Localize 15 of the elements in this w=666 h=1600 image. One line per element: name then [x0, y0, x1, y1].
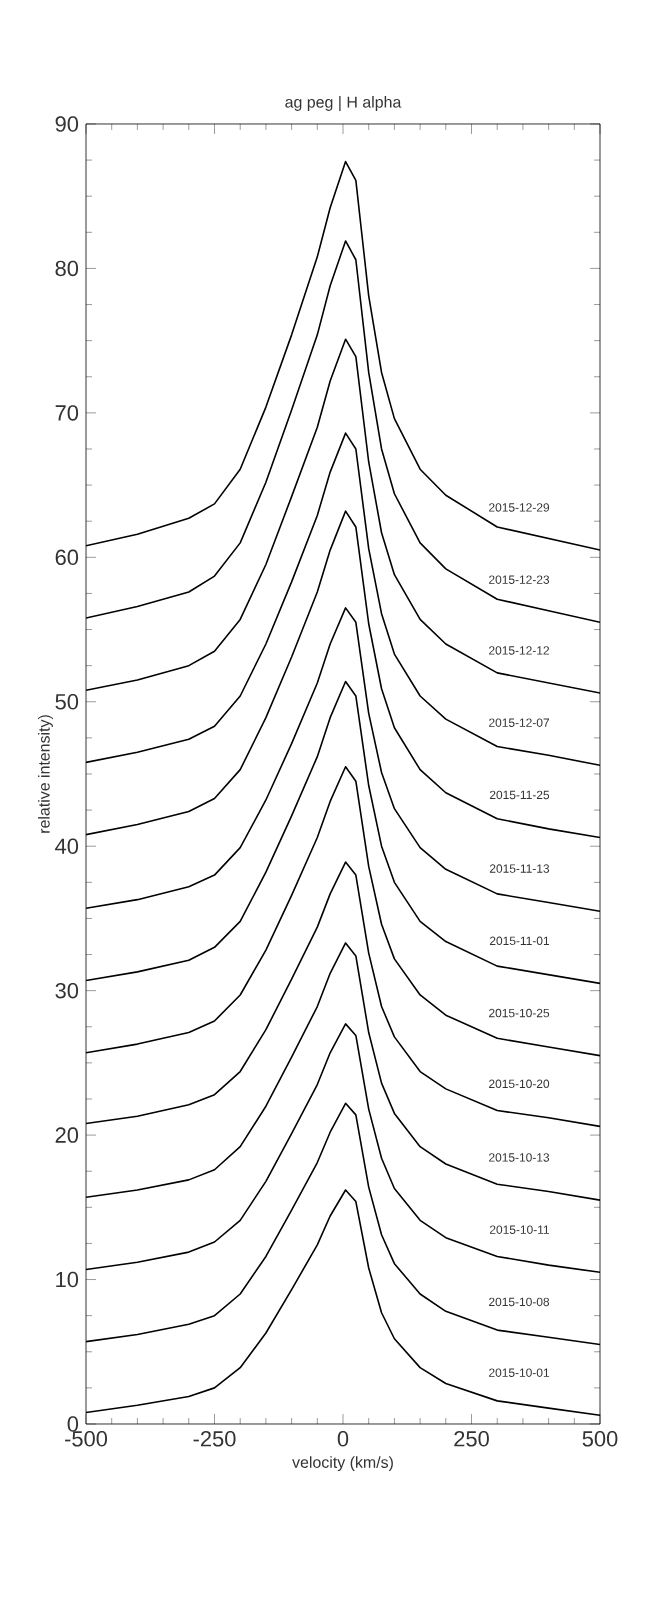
x-tick-label: 0	[337, 1431, 349, 1447]
y-tick-label: 70	[55, 405, 79, 421]
y-tick-label: 20	[55, 1127, 79, 1143]
y-tick-label: 40	[55, 838, 79, 854]
x-tick-label: -500	[65, 1431, 108, 1447]
y-tick-label: 50	[55, 694, 79, 710]
y-tick-label: 30	[55, 982, 79, 999]
y-tick-label: 0	[67, 1416, 79, 1432]
y-tick-label: 90	[55, 116, 79, 132]
y-tick-label: 10	[56, 1271, 79, 1288]
x-tick-label: 500	[582, 1431, 618, 1447]
y-tick-label: 60	[55, 549, 79, 566]
y-tick-label: 80	[55, 260, 79, 277]
x-tick-label: 250	[454, 1431, 489, 1447]
x-tick-label: -250	[193, 1431, 236, 1447]
